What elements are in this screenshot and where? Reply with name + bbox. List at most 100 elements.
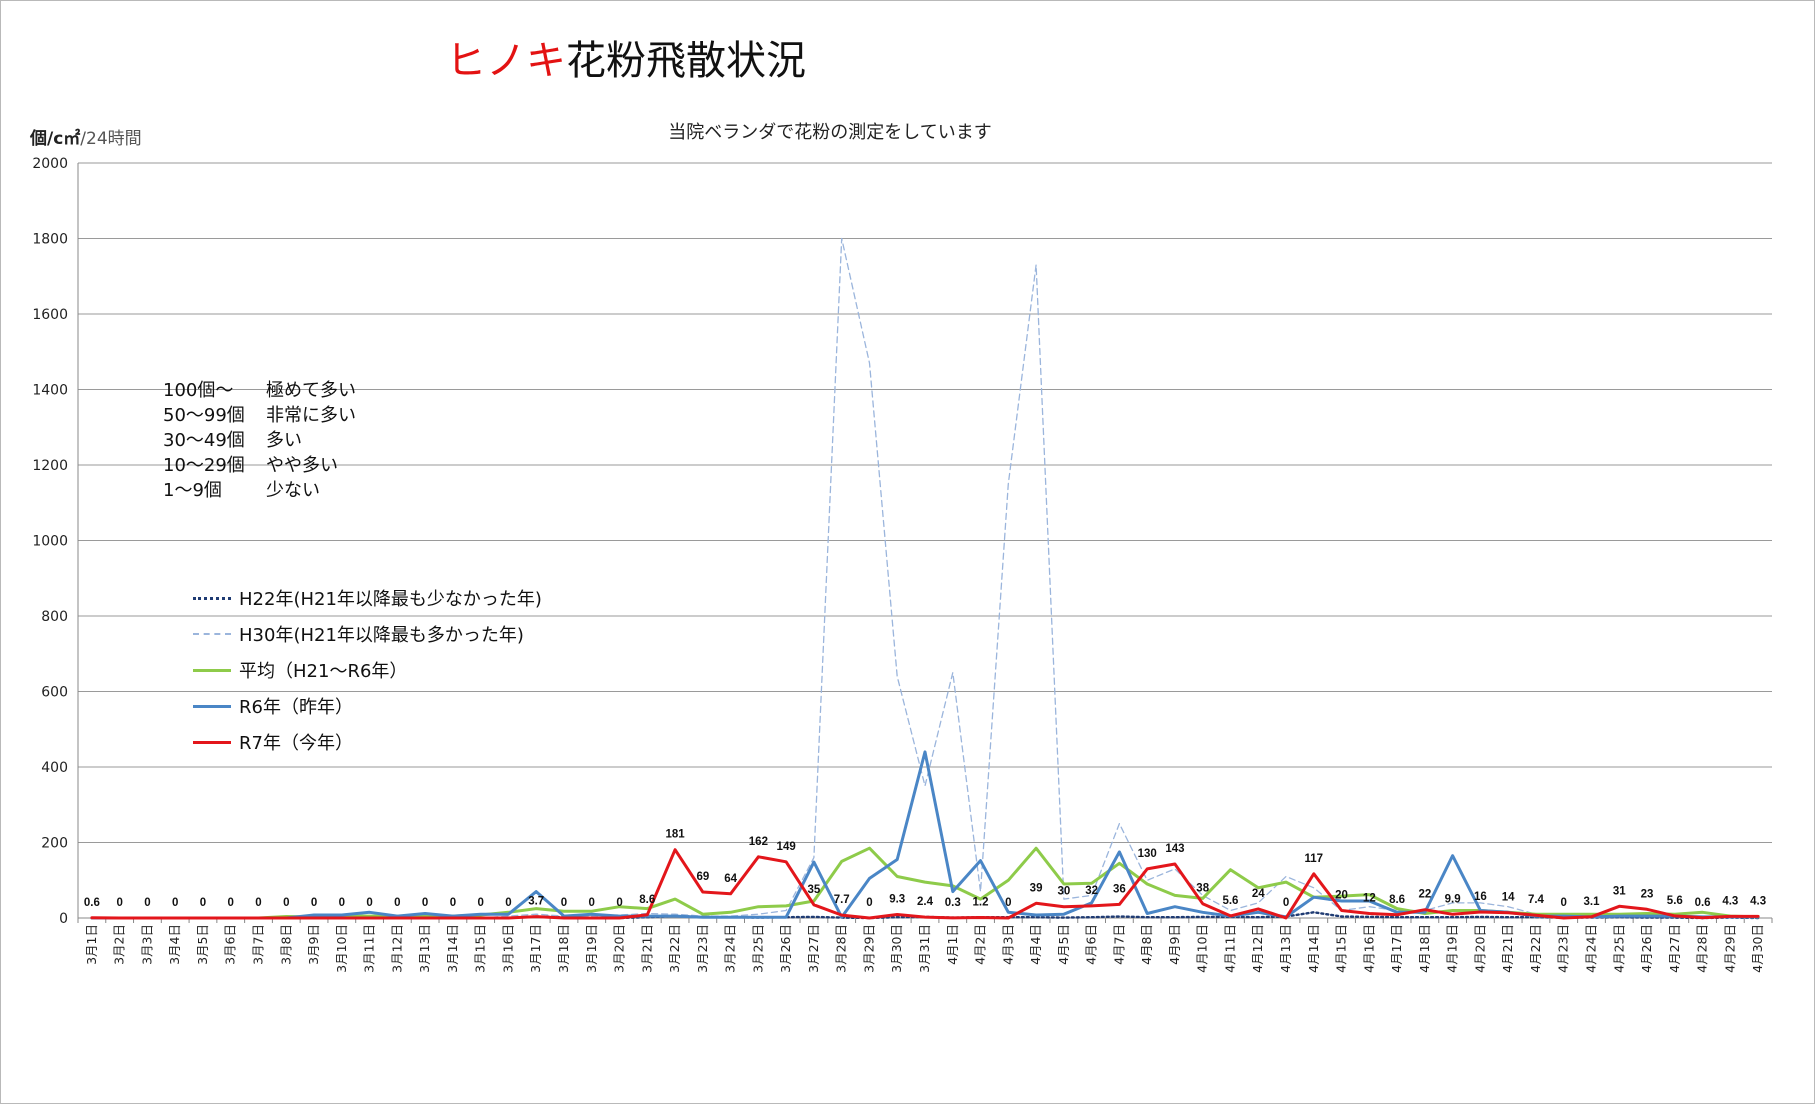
y-tick-label: 400 (41, 760, 68, 776)
x-tick-label: 3月12日 (389, 924, 404, 973)
legend-item-h22: H22年(H21年以降最も少なかった年) (193, 580, 542, 616)
x-tick-label: 4月29日 (1722, 924, 1737, 973)
x-tick-label: 3月11日 (362, 924, 377, 973)
data-label: 117 (1305, 853, 1324, 865)
x-tick-label: 3月24日 (723, 924, 738, 973)
x-tick-label: 4月10日 (1195, 924, 1210, 973)
level-guide: 100個～ 極めて多い 50～99個 非常に多い 30～49個 多い 10～29個 やや… (163, 378, 356, 503)
y-axis-unit: 個/c㎡/24時間 (30, 124, 142, 149)
level-range: 30～49個 (163, 430, 245, 451)
x-tick-label: 3月2日 (112, 924, 127, 965)
x-tick-label: 3月5日 (195, 924, 210, 965)
x-tick-label: 4月13日 (1278, 924, 1293, 973)
x-tick-label: 3月15日 (473, 924, 488, 973)
data-label: 5.6 (1222, 895, 1238, 907)
x-tick-label: 4月20日 (1472, 924, 1487, 973)
legend-swatch-h30 (193, 633, 231, 635)
x-tick-label: 4月16日 (1361, 924, 1376, 973)
x-tick-label: 3月8日 (278, 924, 293, 965)
x-tick-label: 4月24日 (1583, 924, 1598, 973)
x-tick-label: 3月31日 (917, 924, 932, 973)
legend-label-average: 平均（H21～R6年） (239, 661, 408, 682)
data-label: 0 (255, 897, 261, 909)
x-tick-label: 3月17日 (528, 924, 543, 973)
level-desc: 極めて多い (266, 380, 356, 401)
data-label: 0 (339, 897, 345, 909)
x-tick-label: 4月5日 (1056, 924, 1071, 965)
series-line-r7 (90, 848, 1760, 920)
x-tick-label: 4月9日 (1167, 924, 1182, 965)
chart-title: ヒノキ花粉飛散状況 (446, 28, 806, 86)
data-label: 12 (1363, 892, 1376, 904)
y-axis-unit-main: 個/c㎡ (30, 129, 81, 149)
y-tick-label: 1600 (32, 307, 68, 323)
x-tick-label: 3月14日 (445, 924, 460, 973)
data-label: 0 (116, 897, 122, 909)
data-label: 69 (696, 871, 709, 883)
data-label: 0 (283, 897, 289, 909)
chart-title-red: ヒノキ (446, 38, 566, 84)
level-desc: やや多い (266, 455, 338, 476)
data-label: 0 (450, 897, 456, 909)
x-tick-label: 4月22日 (1528, 924, 1543, 973)
y-tick-label: 0 (59, 911, 68, 927)
data-label: 0 (1283, 897, 1289, 909)
x-tick-label: 3月27日 (806, 924, 821, 973)
y-tick-label: 2000 (32, 156, 68, 172)
x-tick-label: 3月29日 (861, 924, 876, 973)
x-tick-label: 3月23日 (695, 924, 710, 973)
data-label: 8.6 (639, 894, 655, 906)
series-line-h30 (91, 237, 1759, 919)
y-tick-label: 800 (41, 609, 68, 625)
y-tick-label: 1000 (32, 534, 68, 550)
legend-label-h30: H30年(H21年以降最も多かった年) (239, 625, 524, 646)
data-label: 38 (1196, 883, 1209, 895)
x-tick-label: 3月16日 (500, 924, 515, 973)
x-tick-label: 4月12日 (1250, 924, 1265, 973)
y-tick-label: 1800 (32, 232, 68, 248)
data-label: 0 (311, 897, 317, 909)
x-tick-label: 3月25日 (750, 924, 765, 973)
level-range: 50～99個 (163, 405, 245, 426)
x-tick-label: 3月9日 (306, 924, 321, 965)
data-label: 162 (749, 836, 768, 848)
legend-swatch-average (193, 668, 231, 672)
y-tick-label: 600 (41, 685, 68, 701)
data-label: 16 (1474, 891, 1487, 903)
data-label: 36 (1113, 883, 1126, 895)
data-label: 39 (1030, 882, 1043, 894)
legend-item-r7: R7年（今年） (193, 724, 542, 760)
data-label: 23 (1641, 888, 1654, 900)
chart-subtitle: 当院ベランダで花粉の測定をしています (668, 122, 992, 143)
level-desc: 非常に多い (266, 405, 356, 426)
x-tick-label: 3月1日 (84, 924, 99, 965)
data-label: 22 (1418, 889, 1431, 901)
legend-label-r6: R6年（昨年） (239, 697, 353, 718)
data-label: 20 (1335, 889, 1348, 901)
data-label: 143 (1165, 843, 1184, 855)
x-tick-label: 3月18日 (556, 924, 571, 973)
data-label: 14 (1502, 892, 1515, 904)
data-label: 32 (1085, 885, 1098, 897)
level-row: 10～29個 やや多い (163, 453, 356, 478)
x-tick-label: 3月13日 (417, 924, 432, 973)
data-label: 149 (777, 841, 796, 853)
level-row: 100個～ 極めて多い (163, 378, 356, 403)
data-label: 24 (1252, 888, 1265, 900)
data-label: 31 (1613, 885, 1626, 897)
x-tick-label: 4月11日 (1222, 924, 1237, 973)
y-tick-label: 1200 (32, 458, 68, 474)
data-label: 2.4 (917, 896, 934, 908)
x-tick-label: 3月3日 (139, 924, 154, 965)
x-tick-label: 3月10日 (334, 924, 349, 973)
data-label: 7.7 (834, 894, 850, 906)
data-label: 4.3 (1722, 895, 1738, 907)
x-tick-label: 4月7日 (1111, 924, 1126, 965)
level-desc: 多い (266, 430, 302, 451)
data-label: 0 (172, 897, 178, 909)
legend-label-r7: R7年（今年） (239, 733, 353, 754)
x-tick-label: 3月30日 (889, 924, 904, 973)
chart-legend: H22年(H21年以降最も少なかった年) H30年(H21年以降最も多かった年)… (193, 580, 542, 760)
data-label: 64 (724, 873, 737, 885)
data-label: 3.7 (528, 896, 544, 908)
